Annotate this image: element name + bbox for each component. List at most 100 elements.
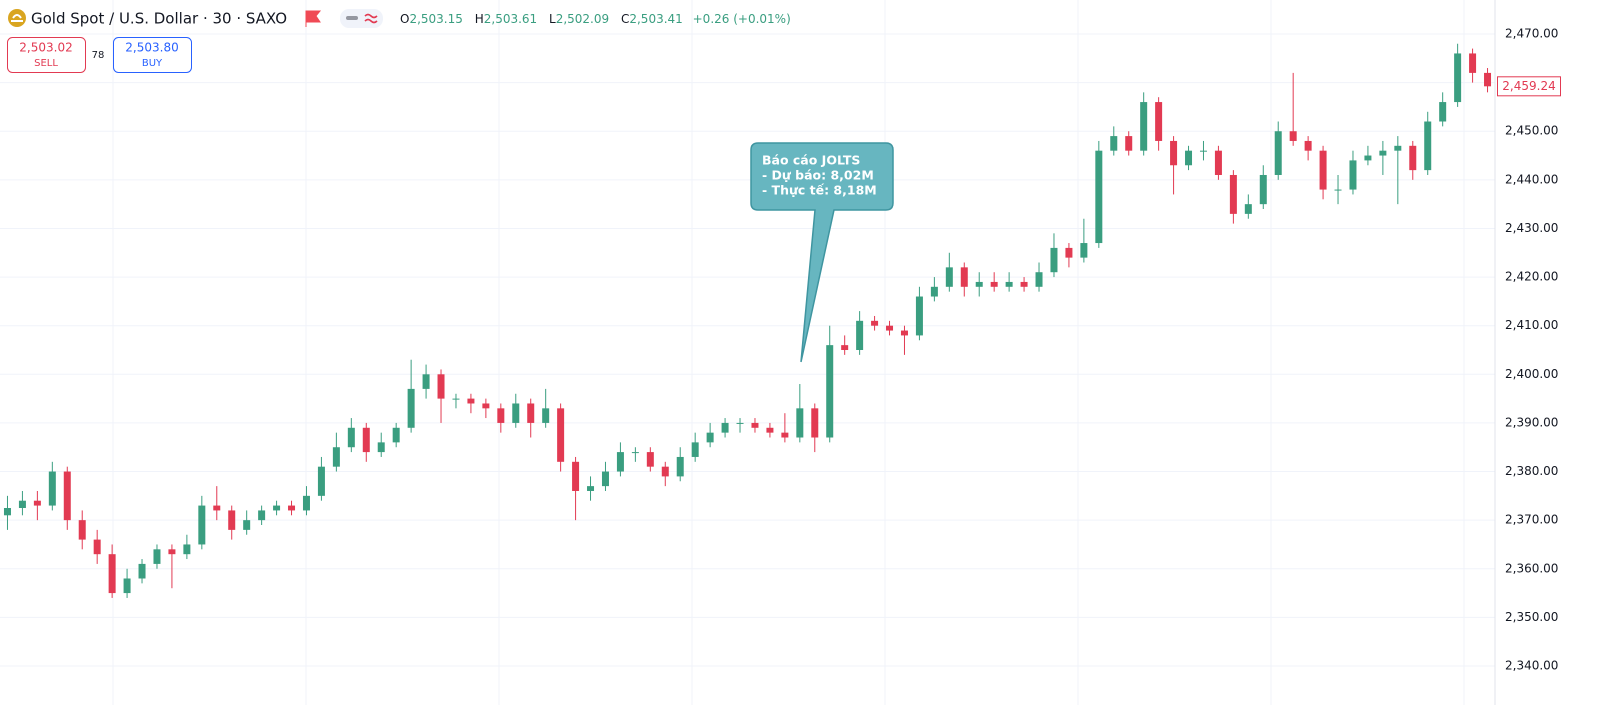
annotation-callout[interactable] <box>750 142 894 363</box>
candle-body <box>258 510 266 521</box>
candle-body <box>1244 204 1252 214</box>
candle-body <box>1469 53 1477 73</box>
candle-body <box>1080 243 1088 258</box>
candle-body <box>691 442 699 457</box>
candle-body <box>676 456 684 477</box>
candle-body <box>826 345 834 438</box>
spread: 78 <box>92 50 105 61</box>
candle-body <box>661 466 669 477</box>
y-tick-label: 2,430.00 <box>1505 221 1558 235</box>
y-tick-label: 2,360.00 <box>1505 561 1558 575</box>
candle-body <box>721 422 729 433</box>
last-price-box <box>1497 76 1561 97</box>
candle-body <box>841 345 849 350</box>
quote-value: 2,502.09 <box>556 12 609 26</box>
annotation-line: - Dự báo: 8,02M <box>762 168 874 183</box>
last-price-label: 2,459.24 <box>1502 79 1555 93</box>
candle-body <box>1409 145 1417 171</box>
candle-body <box>945 267 953 287</box>
symbol-icon-mark <box>11 14 23 22</box>
y-tick-label: 2,420.00 <box>1505 270 1558 284</box>
quote-label: H <box>475 12 484 26</box>
candle-body <box>288 505 296 511</box>
symbol-title[interactable]: Gold Spot / U.S. Dollar · 30 · SAXO <box>31 10 287 28</box>
y-tick-label: 2,390.00 <box>1505 415 1558 429</box>
candle-body <box>601 471 609 487</box>
quote-value: 2,503.15 <box>409 12 462 26</box>
candle-body <box>930 286 938 297</box>
candle-body <box>467 398 475 404</box>
candle-body <box>63 471 71 521</box>
quote-line: O2,503.15 H2,503.61 L2,502.09 C2,503.41 … <box>400 12 791 26</box>
candle-body <box>1095 150 1103 244</box>
candle-body <box>392 427 400 443</box>
y-tick-label: 2,350.00 <box>1505 610 1558 624</box>
candle-body <box>616 452 624 472</box>
candle-body <box>3 508 11 516</box>
pill-icon <box>346 16 358 20</box>
candle-body <box>48 471 56 506</box>
candle-body <box>975 281 983 287</box>
buy-button[interactable] <box>113 37 192 73</box>
price-axis: 2,340.00 2,350.00 2,360.00 2,370.00 2,380.00… <box>1497 27 1561 673</box>
candle-body <box>108 554 116 594</box>
candle-body <box>646 452 654 467</box>
candle-body <box>377 442 385 453</box>
candle-body <box>1199 150 1207 152</box>
quote-label: C <box>621 12 629 26</box>
sell-button[interactable] <box>7 37 86 73</box>
candle-body <box>766 427 774 433</box>
candle-body <box>332 447 340 467</box>
y-tick-label: 2,380.00 <box>1505 464 1558 478</box>
y-tick-label: 2,470.00 <box>1505 27 1558 41</box>
candle-body <box>900 330 908 336</box>
candle-body <box>1125 136 1133 151</box>
candle-body <box>587 486 595 491</box>
y-tick-label: 2,440.00 <box>1505 172 1558 186</box>
y-tick-label: 2,410.00 <box>1505 318 1558 332</box>
symbol-icon <box>8 9 26 27</box>
candles <box>3 43 1492 598</box>
y-tick-label: 2,370.00 <box>1505 513 1558 527</box>
sell-label: SELL <box>34 58 58 69</box>
pill-icon <box>364 13 378 24</box>
candle-body <box>1349 160 1357 190</box>
candle-body <box>482 403 490 409</box>
candle-body <box>1484 72 1492 87</box>
candle-body <box>990 281 998 287</box>
quote-value: 2,503.41 <box>629 12 682 26</box>
quote-value: 2,503.61 <box>484 12 537 26</box>
candle-body <box>1379 150 1387 156</box>
candle-body <box>407 388 415 428</box>
candle-body <box>362 427 370 453</box>
candle-body <box>796 408 804 438</box>
candle-body <box>1454 53 1462 103</box>
candle-body <box>1394 145 1402 151</box>
candle-body <box>1364 155 1372 161</box>
candle-body <box>871 320 879 326</box>
candle-body <box>302 495 310 511</box>
candle-body <box>153 549 161 564</box>
candle-body <box>542 408 550 423</box>
candle-body <box>198 505 206 545</box>
candle-body <box>1050 247 1058 273</box>
candle-body <box>452 398 460 400</box>
flag-icon[interactable] <box>305 10 322 27</box>
candle-body <box>33 500 41 506</box>
indicator-pill[interactable] <box>340 9 383 28</box>
candle-body <box>915 296 923 336</box>
candle-body <box>228 510 236 530</box>
buy-label: BUY <box>142 58 163 69</box>
candle-body <box>572 461 580 491</box>
candle-body <box>1110 136 1118 151</box>
candle-body <box>422 374 430 389</box>
candle-body <box>512 403 520 423</box>
candle-body <box>213 505 221 511</box>
candle-body <box>273 505 281 511</box>
candle-body <box>781 432 789 438</box>
candle-body <box>736 422 744 424</box>
candle-body <box>960 267 968 287</box>
buy-price: 2,503.80 <box>125 41 178 55</box>
annotation-line: Báo cáo JOLTS <box>762 153 860 168</box>
